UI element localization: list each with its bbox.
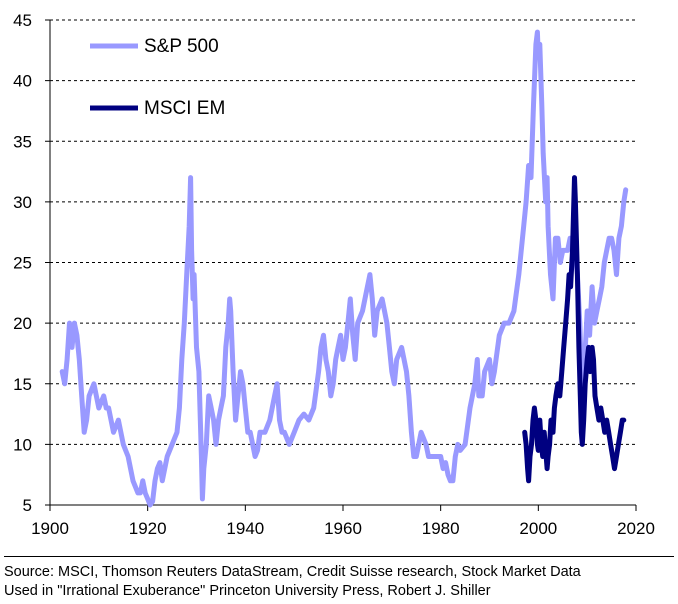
y-tick-label: 45 bbox=[13, 11, 32, 30]
gridlines bbox=[50, 19, 636, 445]
series-line-msci-em bbox=[522, 175, 627, 484]
legend: S&P 500 MSCI EM bbox=[90, 36, 225, 119]
x-tick-label: 1940 bbox=[226, 519, 264, 538]
series-layer bbox=[59, 29, 629, 508]
line-chart: 5 10 15 20 25 30 35 40 45 1900 1920 1940 1960 1980 20… bbox=[13, 11, 655, 538]
series-line-sp500 bbox=[59, 29, 629, 508]
y-tick-label: 30 bbox=[13, 193, 32, 212]
y-tick-label: 15 bbox=[13, 375, 32, 394]
y-tick-label: 20 bbox=[13, 314, 32, 333]
legend-label-msci-em: MSCI EM bbox=[144, 98, 225, 119]
source-line-2: Used in "Irrational Exuberance" Princeto… bbox=[4, 583, 491, 599]
axes bbox=[45, 19, 637, 511]
y-tick-label: 5 bbox=[23, 496, 32, 515]
legend-label-sp500: S&P 500 bbox=[144, 36, 219, 57]
x-tick-label: 1980 bbox=[422, 519, 460, 538]
x-tick-label: 2020 bbox=[617, 519, 655, 538]
x-tick-label: 1900 bbox=[31, 519, 69, 538]
source-line-1: Source: MSCI, Thomson Reuters DataStream… bbox=[4, 564, 581, 580]
source-note: Source: MSCI, Thomson Reuters DataStream… bbox=[4, 563, 674, 601]
y-tick-label: 25 bbox=[13, 254, 32, 273]
x-tick-label: 2000 bbox=[519, 519, 557, 538]
source-divider bbox=[4, 556, 674, 557]
x-tick-label: 1920 bbox=[129, 519, 167, 538]
y-tick-label: 35 bbox=[13, 132, 32, 151]
y-tick-label: 10 bbox=[13, 435, 32, 454]
y-tick-label: 40 bbox=[13, 72, 32, 91]
y-tick-labels: 5 10 15 20 25 30 35 40 45 bbox=[13, 11, 32, 515]
x-tick-labels: 1900 1920 1940 1960 1980 2000 2020 bbox=[31, 519, 655, 538]
x-tick-label: 1960 bbox=[324, 519, 362, 538]
